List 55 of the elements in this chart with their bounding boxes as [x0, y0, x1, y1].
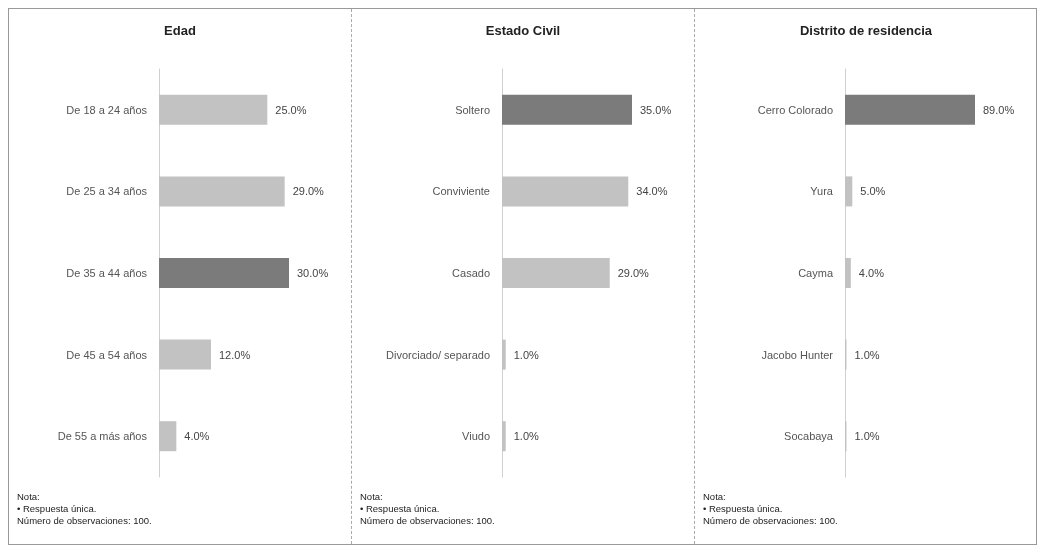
y-tick-label: De 35 a 44 años: [66, 267, 148, 279]
data-label: 12.0%: [219, 348, 251, 361]
data-label: 35.0%: [640, 103, 672, 116]
y-tick-label: Viudo: [462, 430, 490, 443]
bar: [845, 258, 851, 288]
data-label: 1.0%: [513, 348, 540, 361]
bar: [845, 94, 975, 125]
y-tick-label: Soltero: [455, 103, 490, 116]
chart-title: Edad: [164, 23, 196, 38]
data-label: 5.0%: [860, 185, 886, 198]
text: Nota:: [17, 491, 41, 503]
chart-title: Estado Civil: [485, 23, 561, 38]
text: Número de observaciones: 100.: [360, 515, 496, 527]
bar: [502, 94, 632, 125]
chart-title: Distrito de residencia: [799, 23, 933, 38]
y-tick-label: De 25 a 34 años: [66, 185, 148, 198]
y-tick-label: De 18 a 24 años: [66, 103, 148, 116]
y-tick-label: De 45 a 54 años: [66, 348, 148, 361]
bar: [159, 94, 268, 125]
data-label: 34.0%: [636, 185, 668, 198]
data-label: 29.0%: [292, 185, 325, 198]
bar: [502, 176, 629, 207]
bar: [159, 258, 289, 288]
y-tick-label: Yura: [810, 185, 834, 198]
y-tick-label: Socabaya: [784, 430, 834, 443]
y-tick-label: De 55 a más años: [57, 430, 148, 443]
text: Nota:: [360, 491, 384, 503]
y-tick-label: Jacobo Hunter: [761, 348, 834, 361]
bar: [502, 421, 506, 452]
text: Número de observaciones: 100.: [17, 515, 153, 527]
y-tick-label: Conviviente: [432, 185, 490, 198]
text: Nota:: [703, 491, 727, 503]
bar: [159, 176, 285, 207]
bar: [502, 258, 610, 288]
y-tick-label: Cerro Colorado: [757, 103, 833, 116]
data-label: 30.0%: [297, 267, 329, 279]
data-label: 29.0%: [617, 267, 650, 279]
data-label: 25.0%: [275, 103, 307, 116]
data-label: 89.0%: [983, 103, 1015, 116]
bar: [502, 339, 506, 370]
bar: [845, 176, 853, 207]
text: • Respuesta única.: [360, 503, 441, 515]
data-label: 1.0%: [513, 430, 540, 443]
text: • Respuesta única.: [703, 503, 784, 515]
y-tick-label: Divorciado/ separado: [386, 348, 490, 361]
data-label: 1.0%: [854, 430, 880, 443]
data-label: 4.0%: [184, 430, 210, 443]
text: Número de observaciones: 100.: [703, 515, 839, 527]
y-tick-label: Casado: [452, 267, 490, 279]
data-label: 1.0%: [854, 348, 880, 361]
bar: [159, 421, 177, 452]
y-tick-label: Cayma: [798, 267, 834, 279]
bar: [159, 339, 211, 370]
data-label: 4.0%: [858, 267, 885, 279]
text: • Respuesta única.: [17, 503, 98, 515]
